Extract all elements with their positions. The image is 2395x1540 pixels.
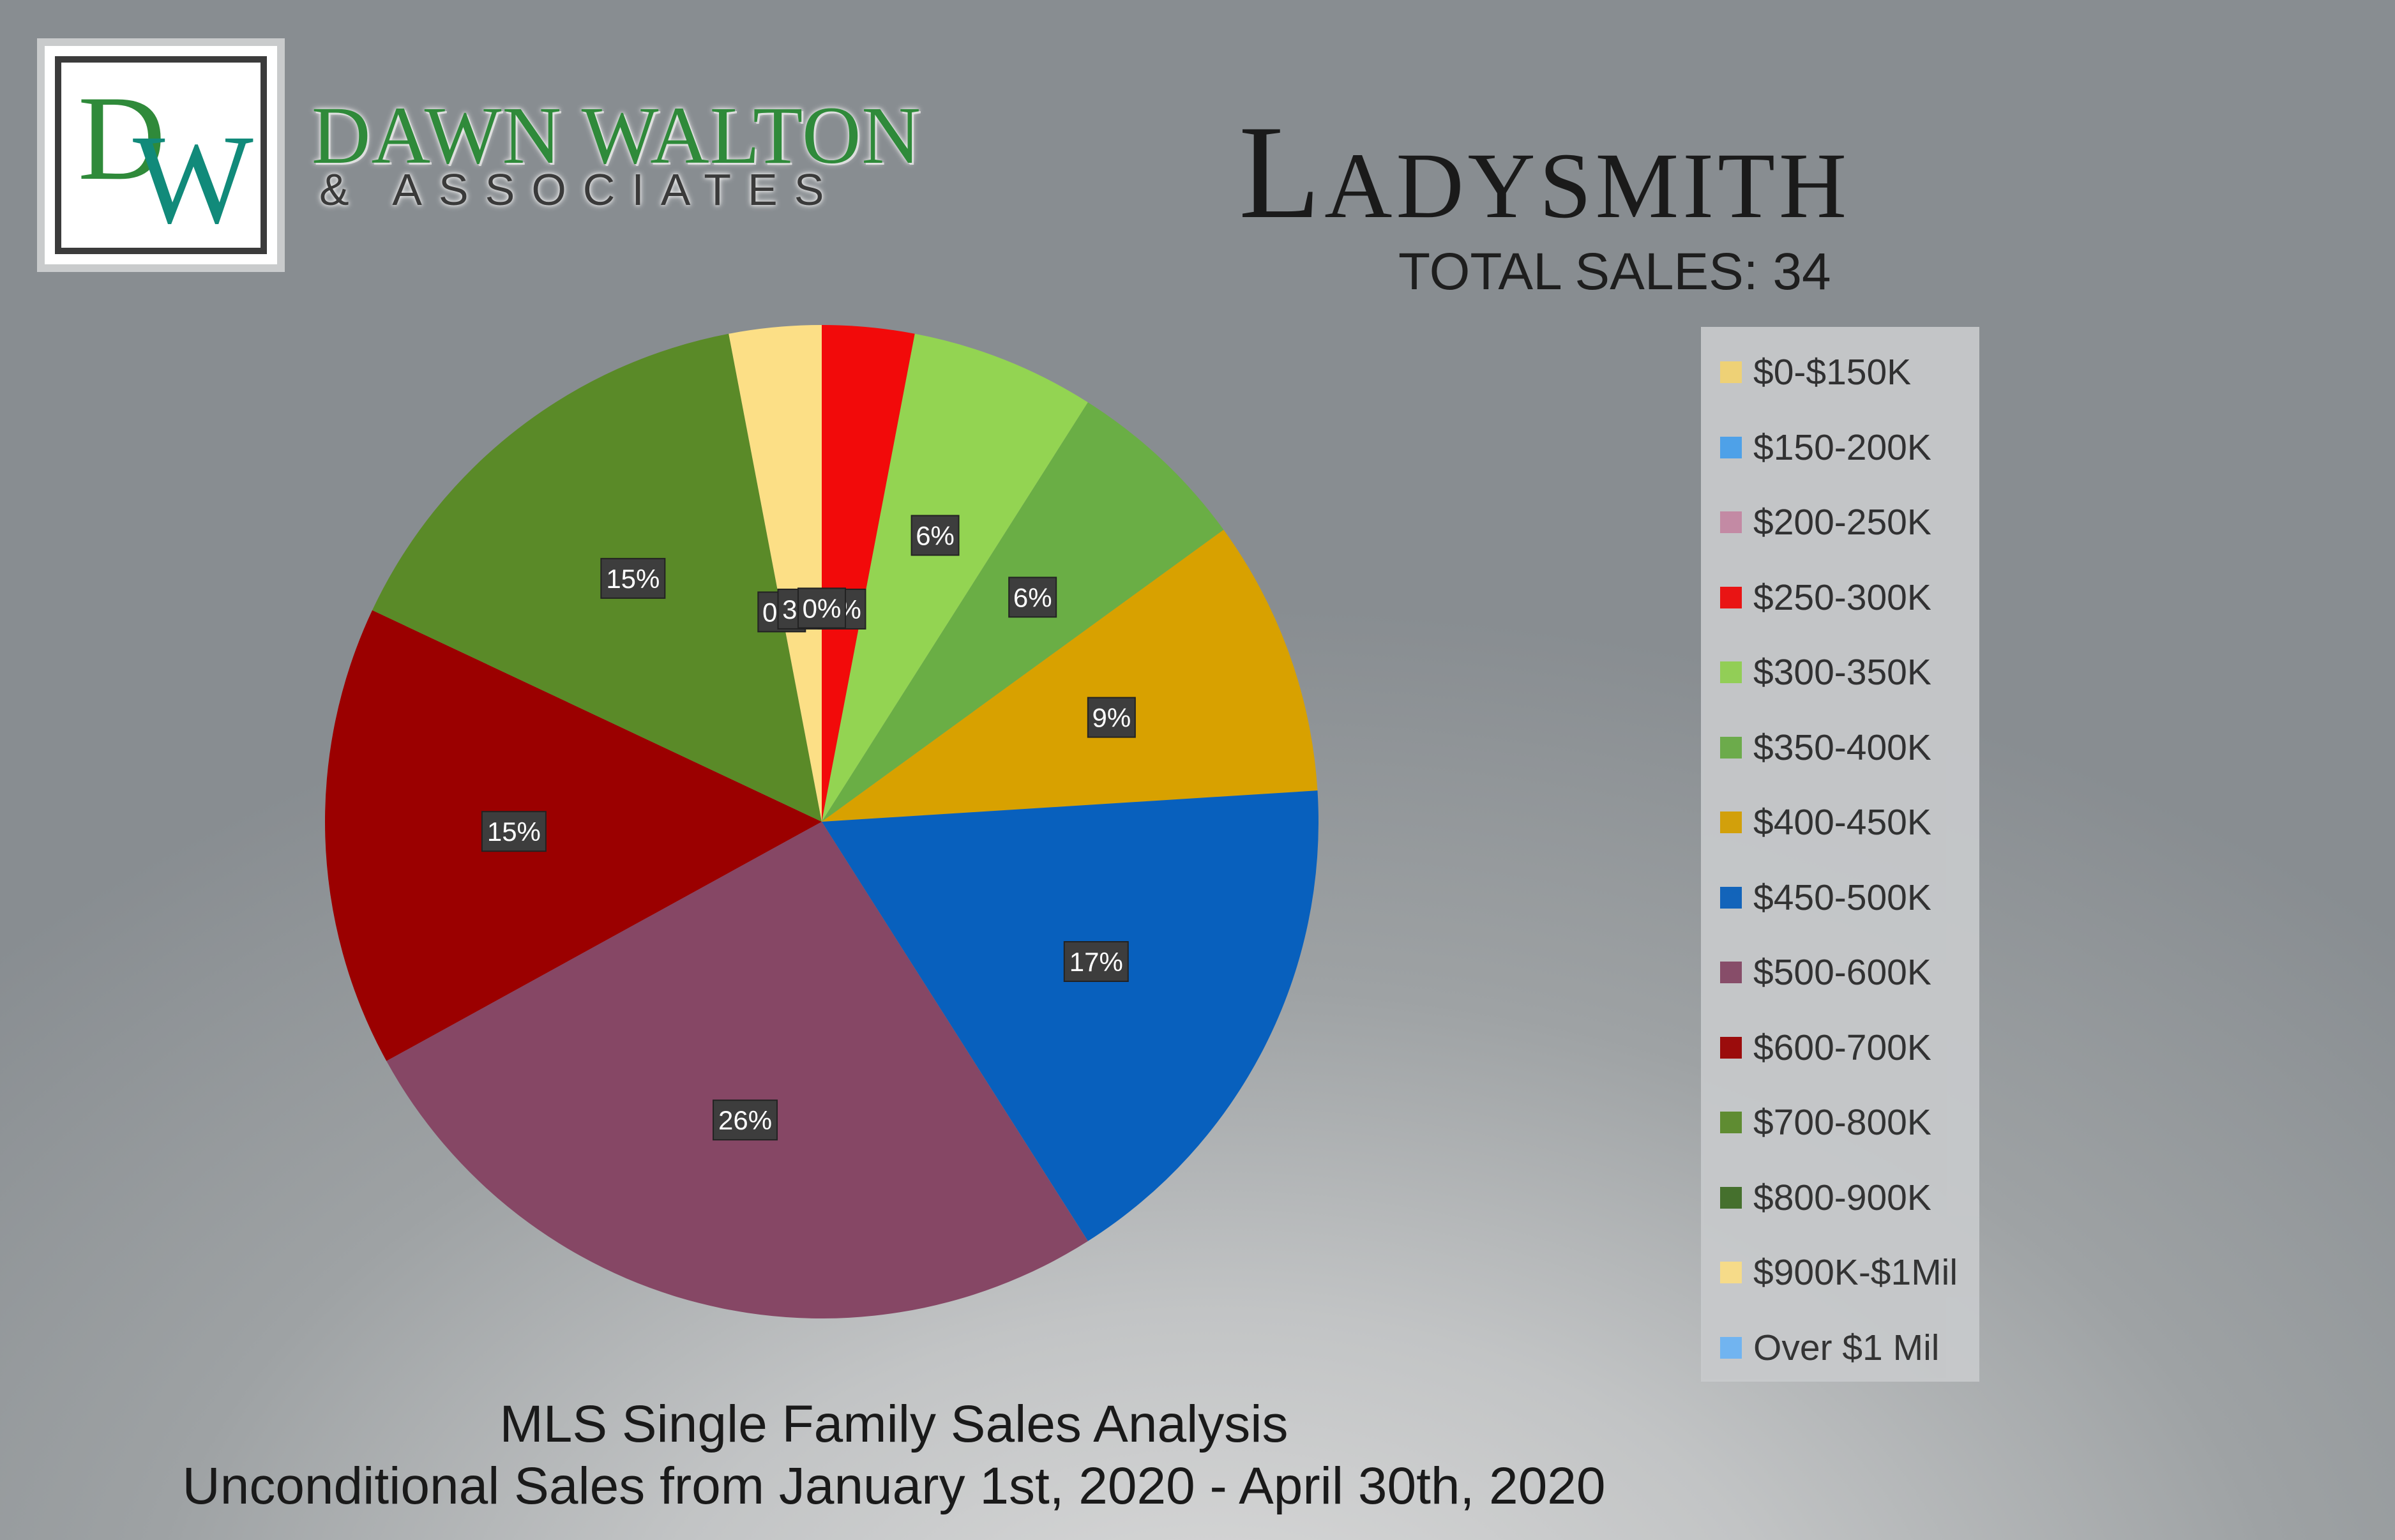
legend-item-500-600k: $500-600K <box>1720 950 1931 995</box>
legend-label: $300-350K <box>1753 652 1931 693</box>
legend-item-200-250k: $200-250K <box>1720 500 1931 545</box>
brand-subtitle: & ASSOCIATES <box>319 165 841 215</box>
legend-swatch <box>1720 1186 1742 1209</box>
logo-letter-d: D <box>78 72 166 206</box>
legend-item-800-900k: $800-900K <box>1720 1175 1931 1220</box>
legend-item-350-400k: $350-400K <box>1720 725 1931 770</box>
logo-frame: D W <box>55 56 267 254</box>
legend-swatch <box>1720 436 1742 458</box>
legend-label: $250-300K <box>1753 577 1931 618</box>
legend-swatch <box>1720 511 1742 533</box>
data-label-350-400k: 6% <box>1008 577 1057 618</box>
page-title: Ladysmith <box>1239 98 1851 246</box>
data-label-300-350k: 6% <box>910 515 960 556</box>
svg-text:26%: 26% <box>718 1105 772 1135</box>
pie-slice-250-300k <box>822 325 915 822</box>
legend-item-400-450k: $400-450K <box>1720 800 1931 845</box>
legend-label: $0-$150K <box>1753 352 1912 393</box>
data-label-700-800k: 15% <box>600 557 666 599</box>
legend-swatch <box>1720 586 1742 608</box>
legend-item-over-1-mil: Over $1 Mil <box>1720 1325 1939 1370</box>
brand-name: DAWN WALTON <box>312 90 921 181</box>
legend-swatch <box>1720 812 1742 833</box>
legend-label: $200-250K <box>1753 502 1931 543</box>
svg-text:0%: 0% <box>803 593 842 623</box>
svg-text:6%: 6% <box>916 521 955 551</box>
svg-text:15%: 15% <box>606 564 660 594</box>
legend-label: $150-200K <box>1753 427 1931 468</box>
legend-label: $800-900K <box>1753 1177 1931 1218</box>
legend-swatch <box>1720 886 1742 909</box>
pie-slice-900k-1mil <box>729 325 822 822</box>
pie-slice-700-800k <box>372 333 822 822</box>
legend-swatch <box>1720 361 1742 383</box>
pie-slice-300-350k <box>822 333 1088 822</box>
legend-label: $500-600K <box>1753 952 1931 993</box>
legend-item-600-700k: $600-700K <box>1720 1025 1931 1070</box>
legend-swatch <box>1720 736 1742 759</box>
legend-label: $450-500K <box>1753 877 1931 918</box>
svg-text:9%: 9% <box>1092 703 1131 733</box>
legend-label: $700-800K <box>1753 1102 1931 1143</box>
chart-date-range: Unconditional Sales from January 1st, 20… <box>182 1457 1606 1515</box>
legend-item-0-150k: $0-$150K <box>1720 350 1911 395</box>
legend-swatch <box>1720 962 1742 983</box>
legend-swatch <box>1720 1336 1742 1359</box>
pie-slice-600-700k <box>325 610 822 1061</box>
legend-label: $400-450K <box>1753 802 1931 843</box>
legend-item-300-350k: $300-350K <box>1720 650 1931 695</box>
legend-swatch <box>1720 1036 1742 1059</box>
pie-slice-450-500k <box>822 790 1318 1241</box>
legend-item-150-200k: $150-200K <box>1720 425 1931 470</box>
svg-text:15%: 15% <box>487 817 541 847</box>
total-sales: TOTAL SALES: 34 <box>1398 243 1831 301</box>
data-label-400-450k: 9% <box>1087 697 1136 738</box>
svg-text:6%: 6% <box>1013 582 1052 612</box>
legend-item-250-300k: $250-300K <box>1720 575 1931 620</box>
legend-swatch <box>1720 661 1742 683</box>
legend-label: Over $1 Mil <box>1753 1327 1940 1368</box>
legend-item-700-800k: $700-800K <box>1720 1100 1931 1145</box>
svg-text:17%: 17% <box>1069 947 1123 977</box>
chart-legend: $0-$150K $150-200K $200-250K $250-300K $300-… <box>1701 327 1979 1382</box>
data-label-over-1-mil: 0% <box>797 587 846 629</box>
pie-slice-500-600k <box>386 822 1088 1318</box>
data-label-450-500k: 17% <box>1063 940 1129 982</box>
legend-item-450-500k: $450-500K <box>1720 875 1931 920</box>
pie-slice-400-450k <box>822 529 1318 822</box>
legend-item-900k-1mil: $900K-$1Mil <box>1720 1250 1958 1295</box>
legend-label: $600-700K <box>1753 1027 1931 1068</box>
legend-label: $350-400K <box>1753 727 1931 768</box>
data-label-600-700k: 15% <box>481 811 547 852</box>
legend-label: $900K-$1Mil <box>1753 1252 1958 1293</box>
logo-letter-w: W <box>133 109 253 250</box>
chart-subtitle: MLS Single Family Sales Analysis <box>499 1395 1288 1453</box>
legend-swatch <box>1720 1262 1742 1283</box>
data-label-500-600k: 26% <box>713 1099 778 1141</box>
logo: D W <box>37 38 285 272</box>
legend-swatch <box>1720 1112 1742 1133</box>
